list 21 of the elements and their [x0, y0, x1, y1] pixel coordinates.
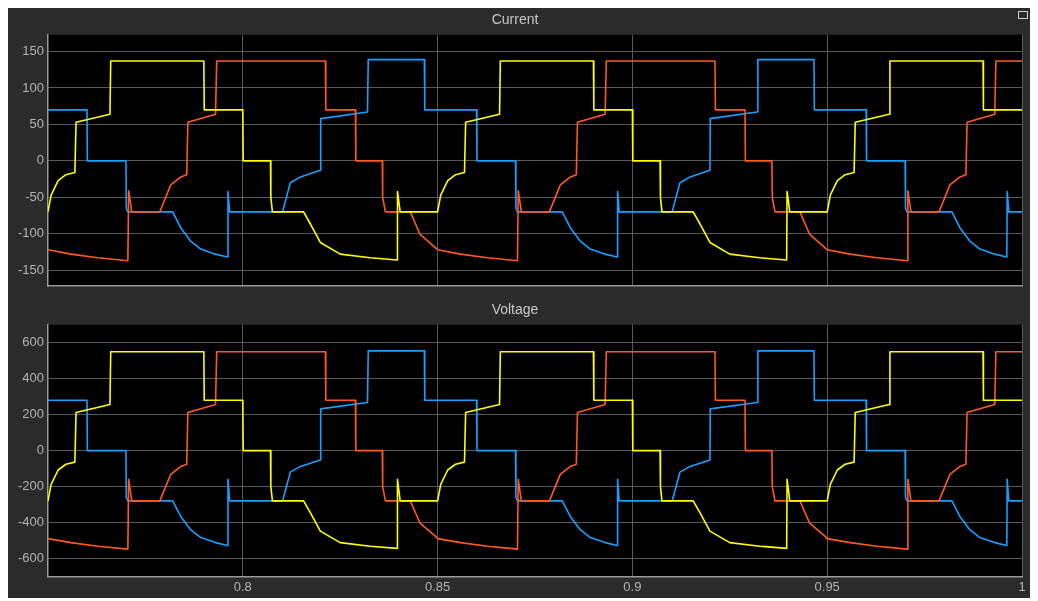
y-tick-label: -200 — [17, 478, 44, 494]
x-tick-label: 0.8 — [233, 578, 252, 594]
y-tick-label: 400 — [22, 370, 44, 386]
y-tick-label: -100 — [17, 225, 44, 241]
x-tick-label: 1 — [1018, 578, 1026, 594]
x-tick-label: 0.9 — [623, 578, 642, 594]
x-tick-label: 0.95 — [814, 578, 840, 594]
y-tick-label: 0 — [36, 442, 44, 458]
y-tick-label: -400 — [17, 514, 44, 530]
y-tick-label: 0 — [36, 152, 44, 168]
y-tick-label: -600 — [17, 550, 44, 566]
chart-title: Current — [491, 11, 539, 28]
y-tick-label: 600 — [22, 334, 44, 350]
y-tick-label: 150 — [22, 43, 44, 59]
y-tick-label: -50 — [25, 188, 44, 204]
y-tick-label: -150 — [17, 261, 44, 277]
y-tick-label: 50 — [29, 116, 44, 132]
y-tick-label: 100 — [22, 79, 44, 95]
y-tick-label: 200 — [22, 406, 44, 422]
x-tick-label: 0.85 — [424, 578, 451, 594]
chart-title: Voltage — [491, 301, 539, 318]
